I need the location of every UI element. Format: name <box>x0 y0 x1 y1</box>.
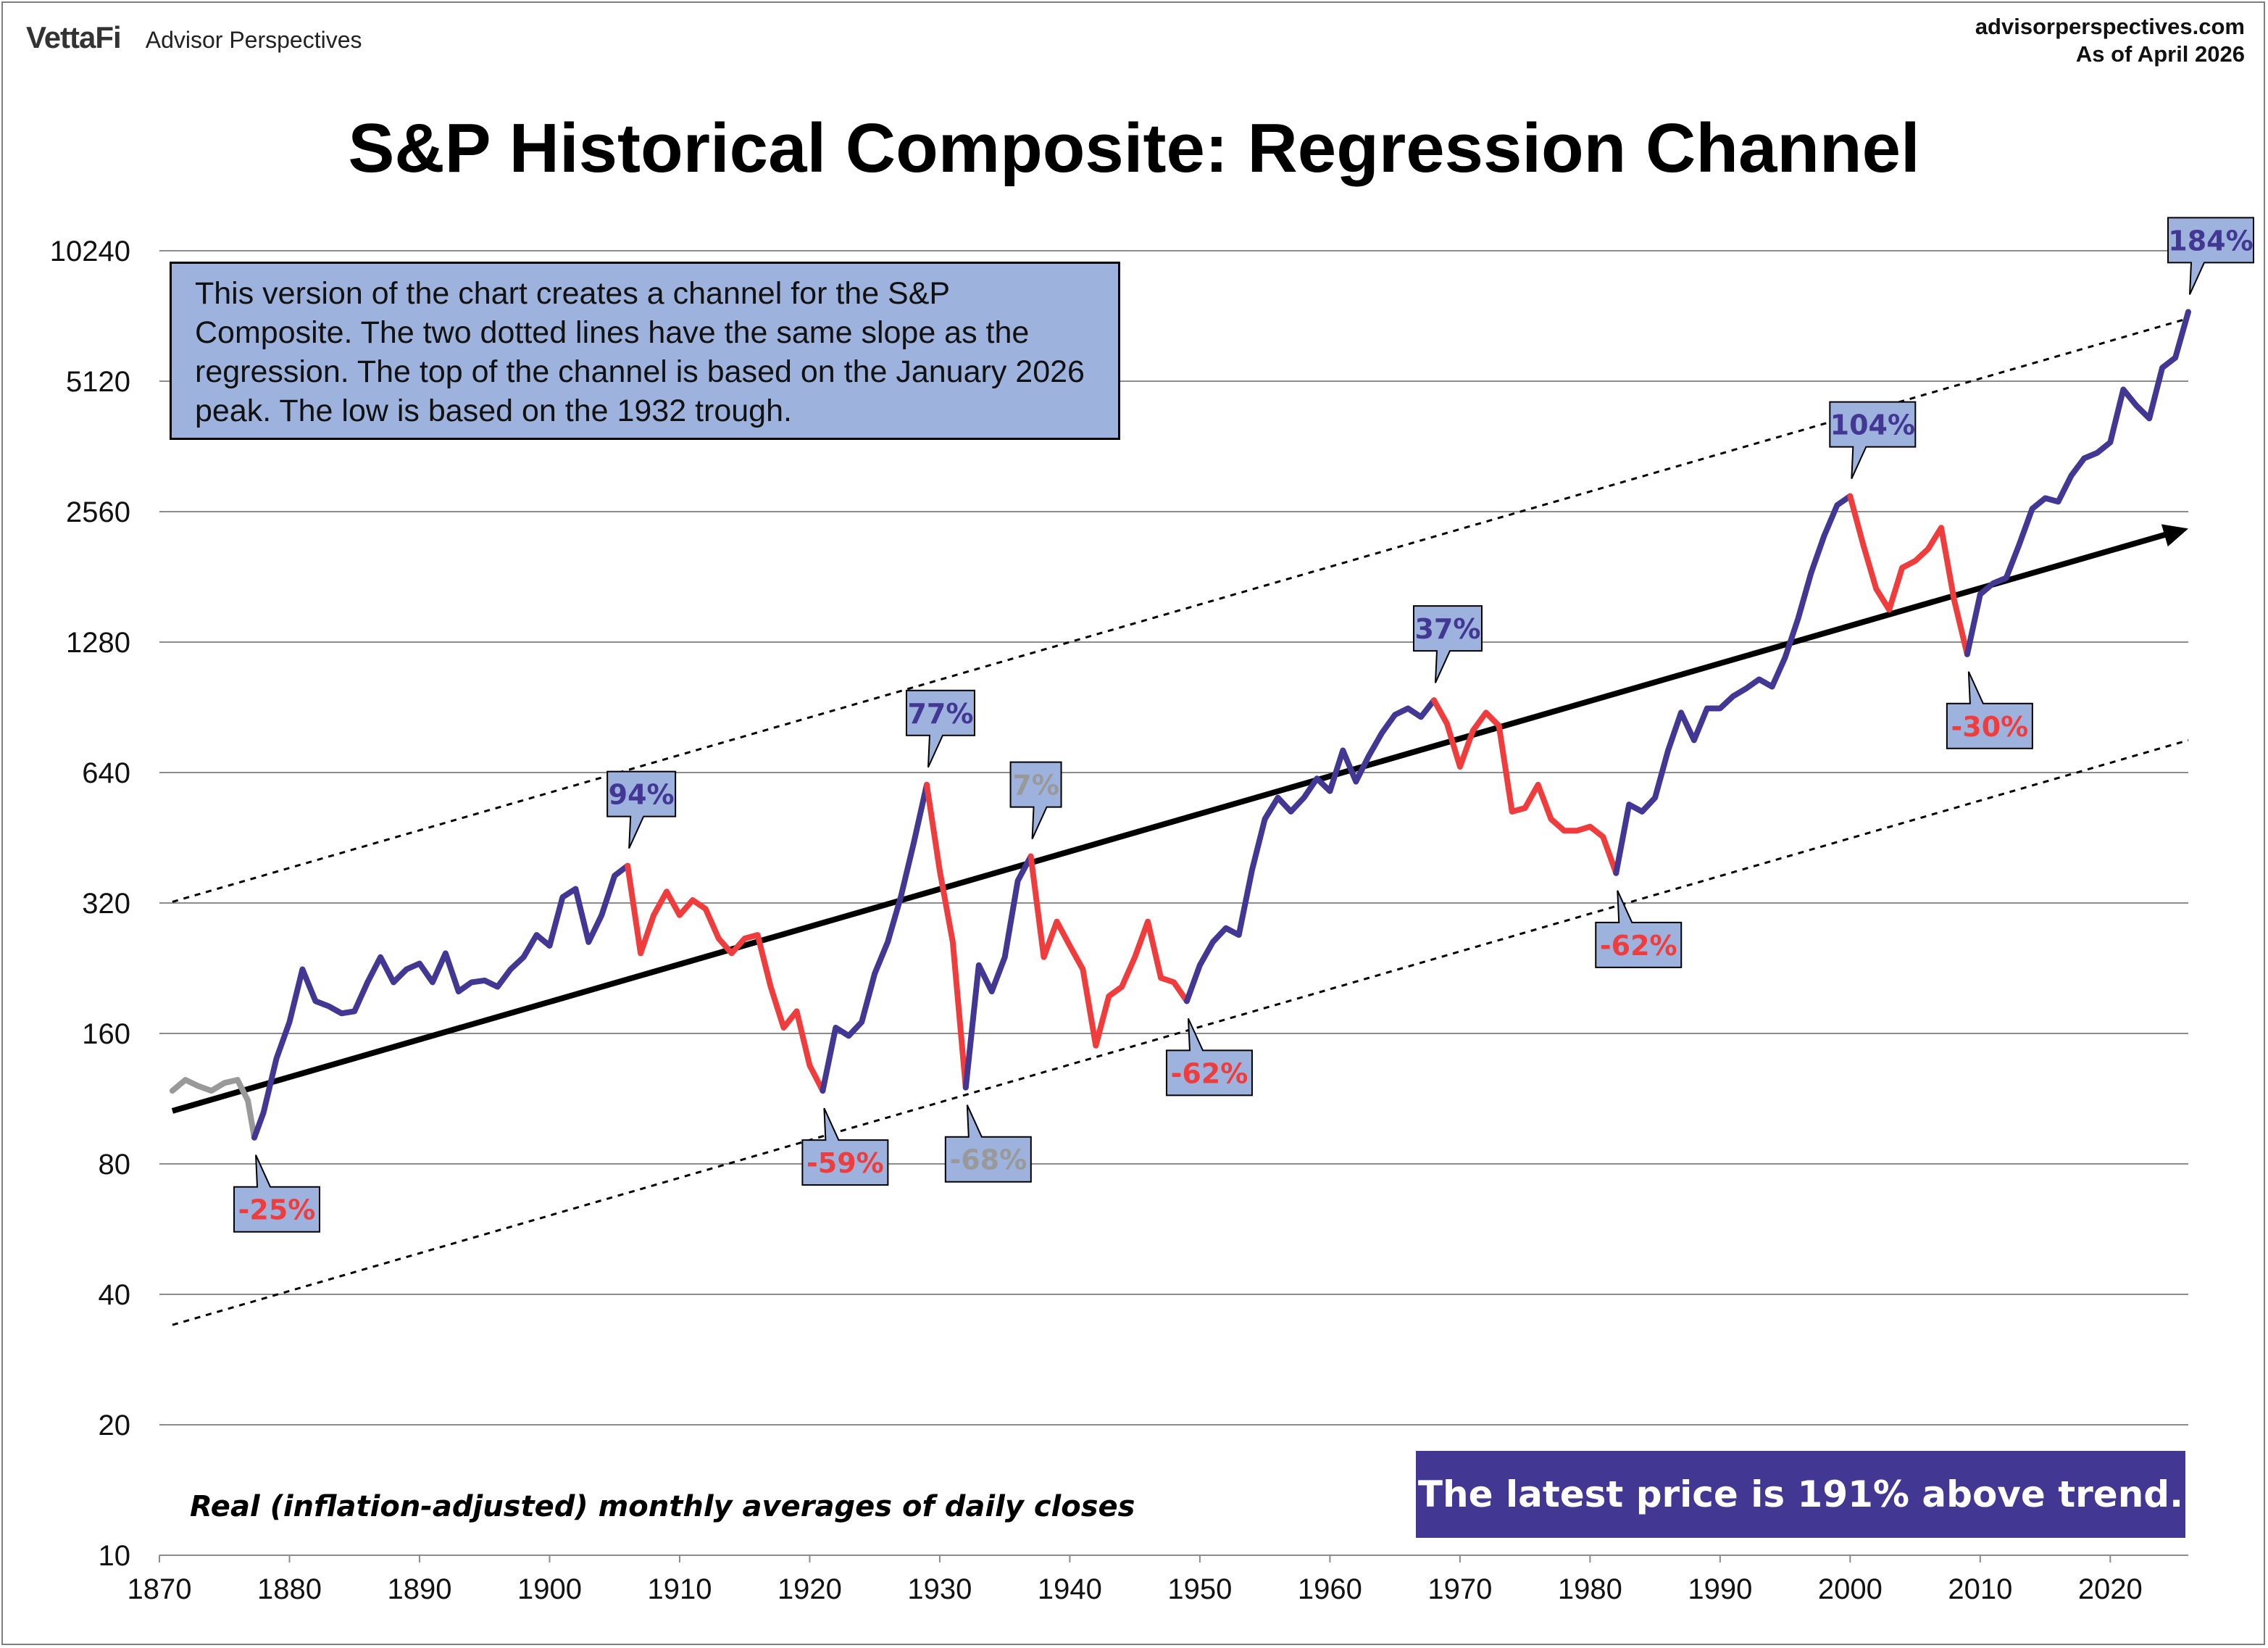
x-tick-label: 1930 <box>907 1573 972 1605</box>
callouts: -25% 94% -59% 77% -68% 7% -62% 37% -62% 104% -30% 1… <box>233 217 2254 1233</box>
x-axis-tick-labels: 1870 1880 1890 1900 1910 1920 1930 1940 1950 1960… <box>128 1555 2143 1605</box>
series-bear-segment <box>1431 697 1619 876</box>
callout: -30% <box>1946 671 2033 749</box>
callout: 104% <box>1829 401 1917 480</box>
series-bear-segment <box>625 862 826 1094</box>
series-bull-segment <box>1613 493 1854 876</box>
x-tick-label: 1970 <box>1427 1573 1492 1605</box>
y-tick-label: 5120 <box>66 366 130 398</box>
callout-bubble <box>2167 217 2254 295</box>
callout-bubble <box>1009 761 1062 840</box>
callout-label: -68% <box>949 1144 1027 1176</box>
y-tick-label: 640 <box>82 757 130 789</box>
x-tick-label: 2000 <box>1818 1573 1883 1605</box>
callout: 77% <box>905 689 975 768</box>
callout-bubble <box>944 1104 1032 1183</box>
callout-label: -25% <box>238 1194 316 1226</box>
series-bear-segment <box>1847 493 1970 657</box>
latest-price-banner: The latest price is 191% above trend. <box>1416 1451 2185 1538</box>
x-tick-label: 1960 <box>1298 1573 1362 1605</box>
callout-bubble <box>233 1154 321 1233</box>
x-tick-label: 1940 <box>1038 1573 1102 1605</box>
callout: 94% <box>606 770 677 849</box>
callout-label: -62% <box>1600 930 1677 962</box>
callout: -25% <box>233 1154 321 1233</box>
vettafi-logo: VettaFi <box>26 20 122 54</box>
series-bull-segment <box>1183 697 1437 1004</box>
callout: -62% <box>1595 890 1683 968</box>
callout-bubble <box>1946 671 2033 749</box>
callout-label: 94% <box>609 779 675 811</box>
callout-bubble <box>1412 605 1483 683</box>
x-tick-label: 1990 <box>1688 1573 1752 1605</box>
callout-label: 37% <box>1414 613 1480 645</box>
callout-label: 184% <box>2168 225 2253 257</box>
x-tick-label: 1910 <box>647 1573 712 1605</box>
series-neutral-segment <box>169 1077 257 1141</box>
series-bull-segment <box>962 853 1034 1091</box>
y-tick-label: 160 <box>82 1018 130 1050</box>
callout-bubble <box>801 1107 889 1186</box>
callout: 37% <box>1412 605 1483 683</box>
callout-label: 7% <box>1012 770 1059 802</box>
lower-channel-line <box>172 738 2189 1326</box>
y-tick-label: 320 <box>82 888 130 920</box>
chart-note: This version of the chart creates a chan… <box>170 262 1120 440</box>
callout-bubble <box>1165 1017 1253 1096</box>
chart-title: S&P Historical Composite: Regression Cha… <box>348 109 1920 187</box>
brand-name: Advisor Perspectives <box>145 27 362 53</box>
x-tick-label: 1900 <box>517 1573 582 1605</box>
x-tick-label: 1980 <box>1558 1573 1622 1605</box>
series-bull-segment <box>820 781 930 1094</box>
y-tick-label: 10240 <box>50 236 130 267</box>
source-info: advisorperspectives.com As of April 2026 <box>1975 13 2245 68</box>
callout: -62% <box>1165 1017 1253 1096</box>
series-bull-segment <box>251 862 631 1141</box>
y-tick-label: 80 <box>99 1149 131 1181</box>
series-bull-segment <box>1964 309 2191 657</box>
series-bear-segment <box>1027 853 1190 1049</box>
y-tick-label: 40 <box>99 1279 131 1311</box>
callout: -68% <box>944 1104 1032 1183</box>
callout: -59% <box>801 1107 889 1186</box>
regression-arrowhead <box>2161 524 2188 547</box>
y-tick-label: 10 <box>99 1540 131 1572</box>
callout-bubble <box>606 770 677 849</box>
callout-label: -59% <box>806 1147 884 1179</box>
x-tick-label: 1870 <box>128 1573 192 1605</box>
x-tick-label: 1920 <box>777 1573 842 1605</box>
y-tick-label: 2560 <box>66 496 130 528</box>
x-tick-label: 1890 <box>387 1573 451 1605</box>
x-tick-label: 2020 <box>2078 1573 2143 1605</box>
as-of-date: As of April 2026 <box>2075 41 2245 67</box>
y-axis-tick-labels: 10 20 40 80 160 320 640 1280 2560 5120 10240 <box>50 236 130 1572</box>
regression-line <box>171 529 2175 1114</box>
branding: VettaFi Advisor Perspectives <box>26 20 362 55</box>
callout-label: -30% <box>1951 711 2029 743</box>
chart-subtitle: Real (inflation-adjusted) monthly averag… <box>190 1490 1135 1523</box>
callout-bubble <box>1829 401 1917 480</box>
x-tick-label: 2010 <box>1948 1573 2012 1605</box>
callout-label: 104% <box>1830 409 1915 441</box>
callout: 184% <box>2167 217 2254 295</box>
callout-label: -62% <box>1171 1057 1248 1089</box>
x-tick-label: 1880 <box>257 1573 322 1605</box>
series-bear-segment <box>924 781 969 1091</box>
callout-label: 77% <box>907 698 973 730</box>
y-tick-label: 20 <box>99 1410 131 1441</box>
callout-bubble <box>1595 890 1683 968</box>
price-series <box>169 309 2191 1141</box>
callout: 7% <box>1009 761 1062 840</box>
channel-lines <box>171 317 2189 1326</box>
x-tick-label: 1950 <box>1167 1573 1232 1605</box>
site-url: advisorperspectives.com <box>1975 14 2245 39</box>
upper-channel-line <box>172 317 2189 903</box>
callout-bubble <box>905 689 975 768</box>
y-tick-label: 1280 <box>66 627 130 659</box>
